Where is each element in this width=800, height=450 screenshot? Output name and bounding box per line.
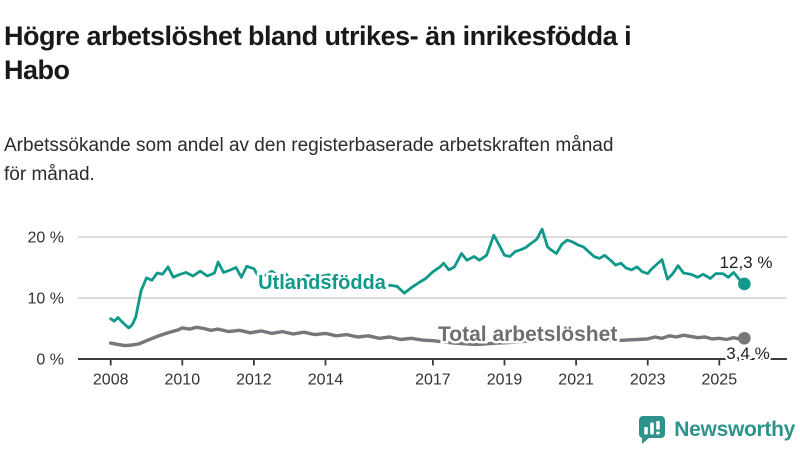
- chart-subtitle: Arbetssökande som andel av den registerb…: [4, 132, 798, 189]
- end-value-total: 3,4 %: [726, 344, 769, 363]
- chart-subtitle-line2: för månad.: [4, 163, 95, 185]
- x-tick-label: 2012: [236, 372, 272, 389]
- newsworthy-brand-link[interactable]: Newsworthy: [637, 414, 795, 445]
- x-tick-label: 2010: [165, 372, 201, 389]
- newsworthy-logo-icon: [639, 416, 666, 444]
- page-title: Högre arbetslöshet bland utrikes- än inr…: [4, 20, 798, 88]
- bar-2: [650, 422, 655, 435]
- x-tick-label: 2008: [93, 372, 129, 389]
- series-label-total: Total arbetslöshet: [438, 323, 617, 346]
- chart-series: [108, 227, 751, 348]
- x-tick-label: 2021: [558, 372, 594, 389]
- x-tick-label: 2023: [630, 372, 666, 389]
- y-tick-label: 0 %: [36, 352, 64, 369]
- chart-labels: Utlandsfödda Total arbetslöshet 12,3 % 3…: [256, 251, 775, 366]
- series-line-utlandsfodda: [109, 227, 746, 330]
- series-end-dot-total: [738, 331, 751, 345]
- page-title-line2: Habo: [4, 54, 70, 85]
- series-end-dot-utlandsfodda: [738, 277, 751, 291]
- exclamation-dot: [656, 431, 661, 435]
- y-tick-label: 20 %: [28, 230, 64, 247]
- series-line-total: [108, 325, 747, 348]
- series-label-utlandsfodda: Utlandsfödda: [258, 272, 387, 294]
- brand-name: Newsworthy: [674, 417, 795, 441]
- page-title-line1: Högre arbetslöshet bland utrikes- än inr…: [4, 21, 632, 52]
- chart-subtitle-line1: Arbetssökande som andel av den registerb…: [4, 135, 614, 156]
- line-chart: 0 % 10 % 20 % 2008 2010 2012 2014 2017 2019 2021 2…: [28, 227, 787, 389]
- x-tick-label: 2017: [415, 372, 451, 389]
- exclamation-bar: [656, 421, 661, 430]
- y-tick-label: 10 %: [28, 291, 64, 308]
- x-tick-label: 2025: [702, 372, 738, 389]
- bar-1: [644, 427, 649, 435]
- x-tick-label: 2019: [487, 372, 523, 389]
- chart-grid: 0 % 10 % 20 % 2008 2010 2012 2014 2017 2019 2021 2…: [28, 230, 787, 389]
- x-tick-label: 2014: [308, 372, 344, 389]
- end-value-utlandsfodda: 12,3 %: [720, 253, 773, 272]
